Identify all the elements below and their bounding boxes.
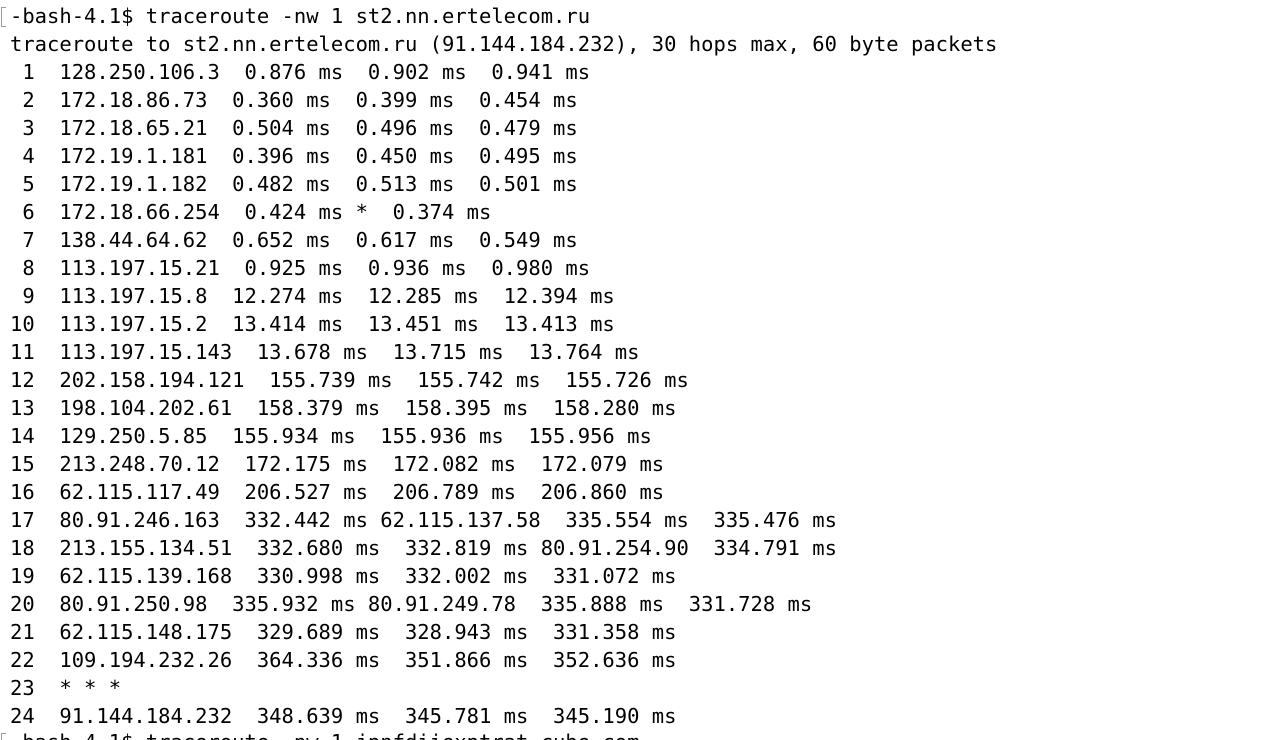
hop-line-16: 16 62.115.117.49 206.527 ms 206.789 ms 2… — [10, 480, 665, 504]
prompt-mark-icon — [1, 7, 6, 27]
next-command-line: -bash-4.1$ traceroute -nw 1 jpnfdiiexptr… — [10, 728, 639, 740]
hop-line-8: 8 113.197.15.21 0.925 ms 0.936 ms 0.980 … — [10, 256, 591, 280]
hop-line-20: 20 80.91.250.98 335.932 ms 80.91.249.78 … — [10, 592, 813, 616]
hop-line-21: 21 62.115.148.175 329.689 ms 328.943 ms … — [10, 620, 677, 644]
hop-line-15: 15 213.248.70.12 172.175 ms 172.082 ms 1… — [10, 452, 665, 476]
hop-line-13: 13 198.104.202.61 158.379 ms 158.395 ms … — [10, 396, 677, 420]
hop-line-10: 10 113.197.15.2 13.414 ms 13.451 ms 13.4… — [10, 312, 615, 336]
hop-line-1: 1 128.250.106.3 0.876 ms 0.902 ms 0.941 … — [10, 60, 591, 84]
hop-line-9: 9 113.197.15.8 12.274 ms 12.285 ms 12.39… — [10, 284, 615, 308]
hop-line-11: 11 113.197.15.143 13.678 ms 13.715 ms 13… — [10, 340, 640, 364]
hop-line-6: 6 172.18.66.254 0.424 ms * 0.374 ms — [10, 200, 492, 224]
hop-line-19: 19 62.115.139.168 330.998 ms 332.002 ms … — [10, 564, 677, 588]
prompt-mark-icon — [1, 733, 6, 740]
hop-line-4: 4 172.19.1.181 0.396 ms 0.450 ms 0.495 m… — [10, 144, 578, 168]
hop-line-24: 24 91.144.184.232 348.639 ms 345.781 ms … — [10, 704, 677, 728]
hop-line-5: 5 172.19.1.182 0.482 ms 0.513 ms 0.501 m… — [10, 172, 578, 196]
hop-line-12: 12 202.158.194.121 155.739 ms 155.742 ms… — [10, 368, 689, 392]
hop-line-14: 14 129.250.5.85 155.934 ms 155.936 ms 15… — [10, 424, 652, 448]
hop-line-3: 3 172.18.65.21 0.504 ms 0.496 ms 0.479 m… — [10, 116, 578, 140]
hop-line-2: 2 172.18.86.73 0.360 ms 0.399 ms 0.454 m… — [10, 88, 578, 112]
hop-line-17: 17 80.91.246.163 332.442 ms 62.115.137.5… — [10, 508, 837, 532]
hop-line-18: 18 213.155.134.51 332.680 ms 332.819 ms … — [10, 536, 837, 560]
hop-line-22: 22 109.194.232.26 364.336 ms 351.866 ms … — [10, 648, 677, 672]
hop-line-23: 23 * * * — [10, 676, 122, 700]
hop-line-7: 7 138.44.64.62 0.652 ms 0.617 ms 0.549 m… — [10, 228, 578, 252]
command-line: -bash-4.1$ traceroute -nw 1 st2.nn.ertel… — [10, 4, 591, 28]
output-header: traceroute to st2.nn.ertelecom.ru (91.14… — [10, 32, 998, 56]
